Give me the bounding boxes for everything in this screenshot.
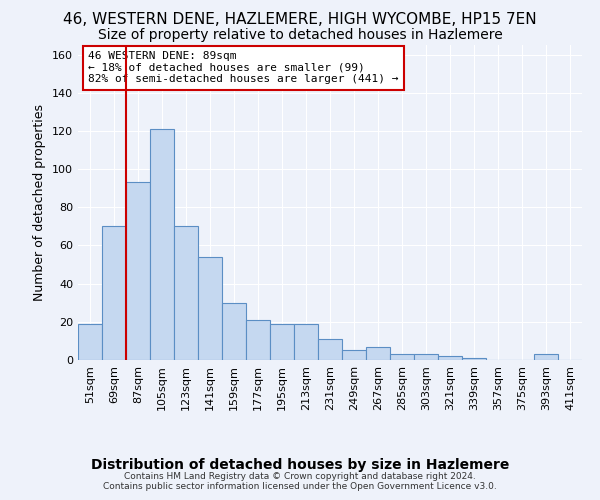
Y-axis label: Number of detached properties: Number of detached properties xyxy=(34,104,46,301)
Bar xyxy=(342,350,366,360)
Bar xyxy=(198,257,222,360)
Bar xyxy=(534,354,558,360)
Text: 46, WESTERN DENE, HAZLEMERE, HIGH WYCOMBE, HP15 7EN: 46, WESTERN DENE, HAZLEMERE, HIGH WYCOMB… xyxy=(63,12,537,28)
Bar xyxy=(174,226,198,360)
Text: Contains public sector information licensed under the Open Government Licence v3: Contains public sector information licen… xyxy=(103,482,497,491)
Bar xyxy=(390,354,414,360)
Bar xyxy=(414,354,438,360)
Bar xyxy=(366,346,390,360)
Bar xyxy=(438,356,462,360)
Bar xyxy=(462,358,486,360)
Bar xyxy=(78,324,102,360)
Bar xyxy=(294,324,318,360)
Text: 46 WESTERN DENE: 89sqm
← 18% of detached houses are smaller (99)
82% of semi-det: 46 WESTERN DENE: 89sqm ← 18% of detached… xyxy=(88,52,398,84)
Bar xyxy=(246,320,270,360)
Text: Distribution of detached houses by size in Hazlemere: Distribution of detached houses by size … xyxy=(91,458,509,471)
Bar xyxy=(318,339,342,360)
Text: Contains HM Land Registry data © Crown copyright and database right 2024.: Contains HM Land Registry data © Crown c… xyxy=(124,472,476,481)
Bar xyxy=(102,226,126,360)
Bar xyxy=(150,129,174,360)
Bar xyxy=(126,182,150,360)
Text: Size of property relative to detached houses in Hazlemere: Size of property relative to detached ho… xyxy=(98,28,502,42)
Bar xyxy=(222,302,246,360)
Bar xyxy=(270,324,294,360)
